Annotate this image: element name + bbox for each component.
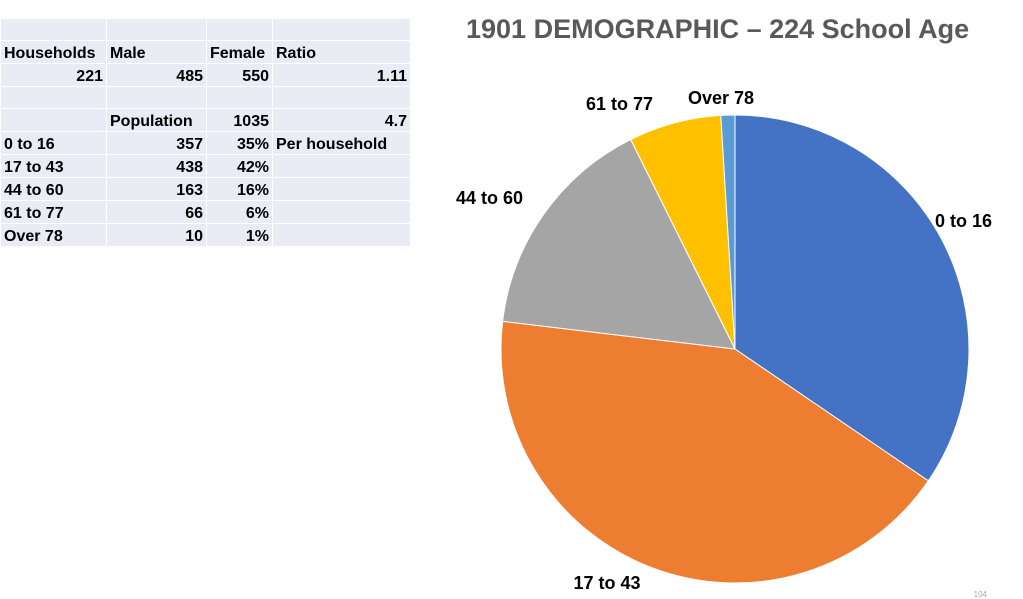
table-cell: Population [106, 108, 207, 132]
table-cell [272, 223, 411, 247]
table-cell: 35% [206, 131, 273, 155]
pie-label-over-78: Over 78 [688, 88, 754, 108]
table-cell: 1% [206, 223, 273, 247]
table-row [0, 86, 411, 109]
table-cell: 44 to 60 [0, 177, 107, 201]
table-row: Households Male Female Ratio [0, 40, 411, 64]
table-cell: 221 [0, 63, 107, 87]
pie-labels: 0 to 16 17 to 43 44 to 60 61 to 77 Over 78 [456, 88, 992, 593]
table-row: Over 78 10 1% [0, 223, 411, 247]
chart-title: 1901 DEMOGRAPHIC – 224 School Age [466, 14, 970, 44]
pie-slices [500, 114, 970, 584]
table-header-ratio: Ratio [272, 40, 411, 64]
pie-label-44-to-60: 44 to 60 [456, 188, 523, 208]
table-cell [0, 108, 107, 132]
demographic-data-table: Households Male Female Ratio 221 485 550… [0, 18, 411, 247]
table-cell: 1035 [206, 108, 273, 132]
table-row: 221 485 550 1.11 [0, 63, 411, 87]
table-cell: Over 78 [0, 223, 107, 247]
table-cell: Per household [272, 131, 411, 155]
table-cell: 163 [106, 177, 207, 201]
table-cell: 438 [106, 154, 207, 178]
table-header-households: Households [0, 40, 107, 64]
pie-slice-over-78 [720, 114, 736, 350]
table-cell: 6% [206, 200, 273, 224]
page-number: 104 [973, 590, 987, 599]
table-header-female: Female [206, 40, 273, 64]
table-row: Population 1035 4.7 [0, 108, 411, 132]
pie-label-61-to-77: 61 to 77 [586, 94, 653, 114]
table-row: 44 to 60 163 16% [0, 177, 411, 201]
table-row: 61 to 77 66 6% [0, 200, 411, 224]
table-cell: 17 to 43 [0, 154, 107, 178]
table-row [0, 18, 411, 41]
table-cell: 1.11 [272, 63, 411, 87]
table-row: 17 to 43 438 42% [0, 154, 411, 178]
table-cell: 61 to 77 [0, 200, 107, 224]
table-row: 0 to 16 357 35% Per household [0, 131, 411, 155]
pie-label-0-to-16: 0 to 16 [935, 211, 992, 231]
table-cell [272, 200, 411, 224]
pie-label-17-to-43: 17 to 43 [573, 573, 640, 593]
table-cell: 10 [106, 223, 207, 247]
pie-slice-17-to-43 [500, 320, 930, 584]
pie-slice-44-to-60 [502, 138, 736, 350]
pie-slice-0-to-16 [734, 114, 970, 482]
table-cell: 550 [206, 63, 273, 87]
